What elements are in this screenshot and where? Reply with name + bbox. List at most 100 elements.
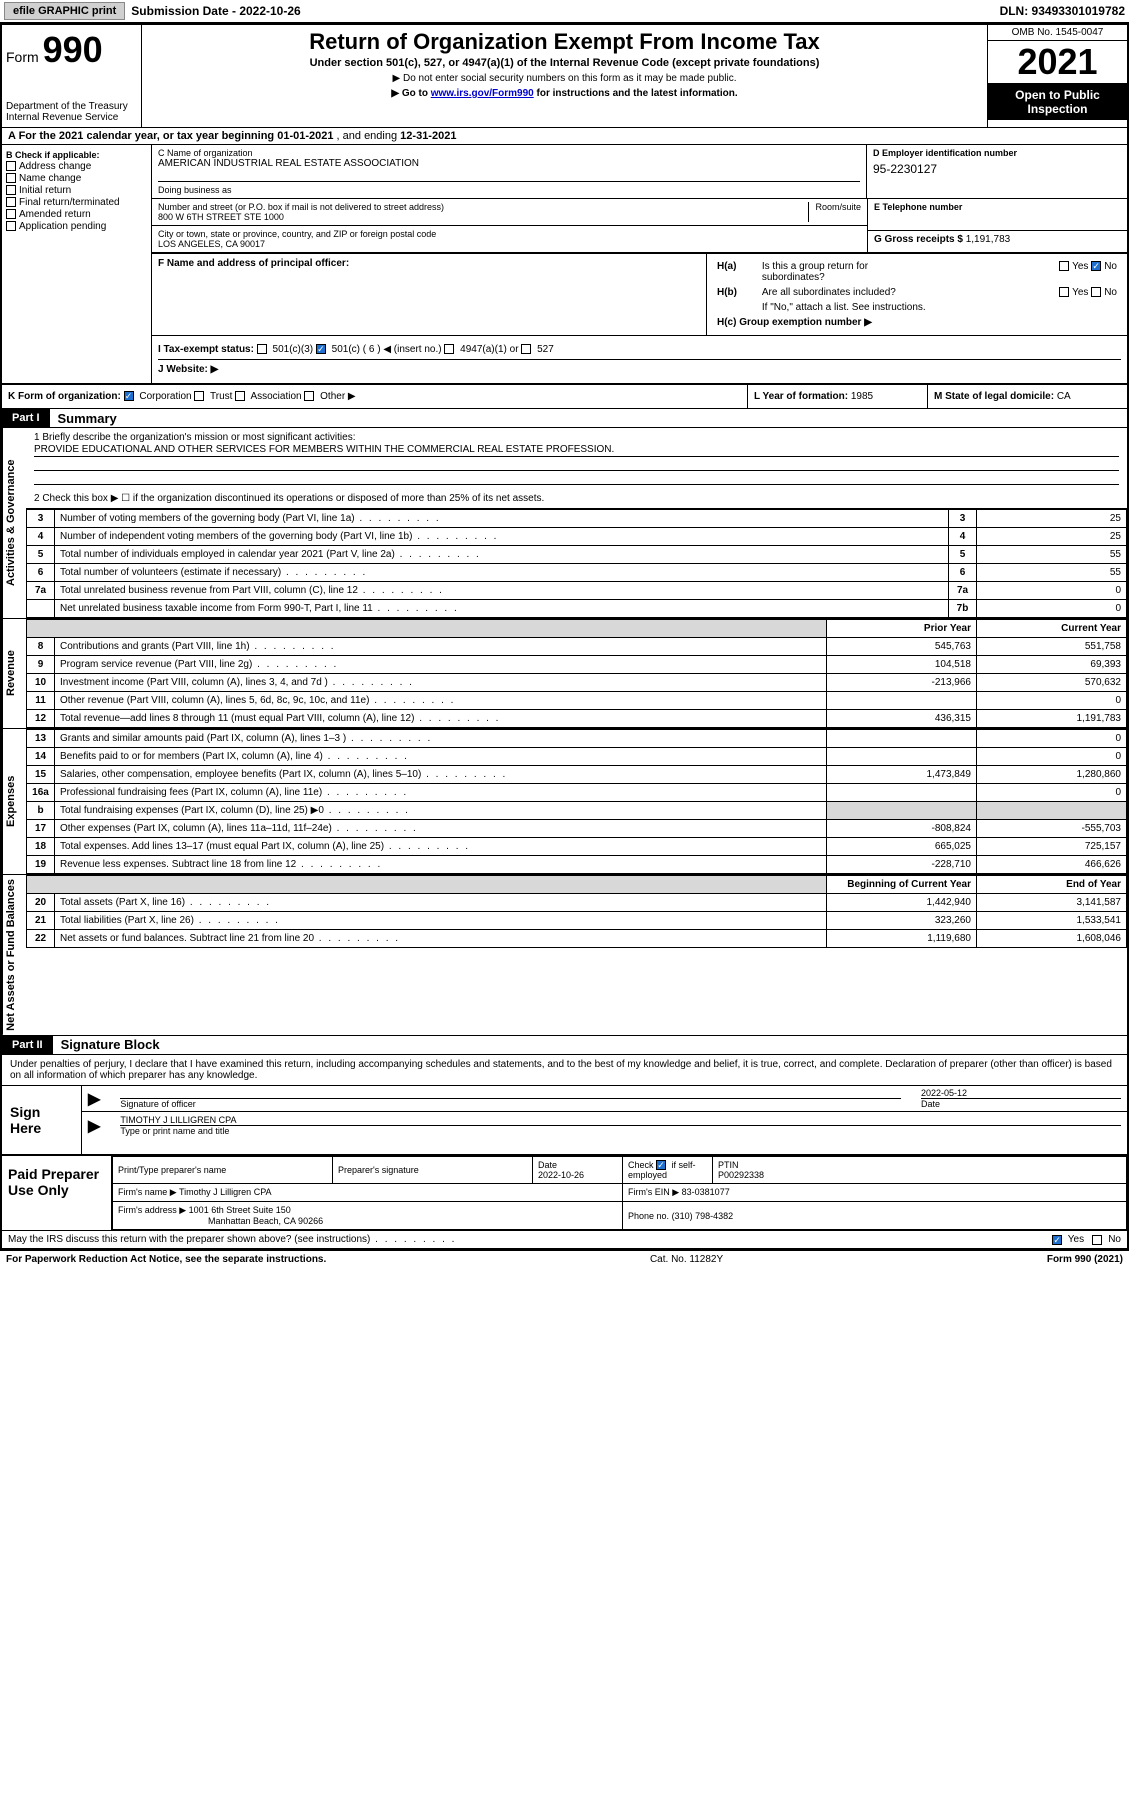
street-value: 800 W 6TH STREET STE 1000 (158, 212, 444, 222)
current-year-val (977, 802, 1127, 820)
dept-irs: Internal Revenue Service (6, 112, 137, 123)
part-2-title: Signature Block (53, 1037, 160, 1052)
line-val: 0 (977, 582, 1127, 600)
line-key: 6 (949, 564, 977, 582)
gross-receipts-label: G Gross receipts $ (874, 234, 963, 245)
sig-date-value: 2022-05-12 (921, 1088, 1121, 1098)
arrow-icon: ▶ (88, 1089, 100, 1109)
chk-name-change[interactable] (6, 173, 16, 183)
line-num: 4 (27, 528, 55, 546)
form-ref: Form 990 (2021) (1047, 1254, 1123, 1265)
irs-link[interactable]: www.irs.gov/Form990 (431, 88, 534, 99)
line-desc: Professional fundraising fees (Part IX, … (55, 784, 827, 802)
sign-here-block: Sign Here ▶ Signature of officer 2022-05… (2, 1086, 1127, 1156)
chk-association[interactable] (235, 391, 245, 401)
firm-ein-value: 83-0381077 (682, 1187, 730, 1197)
line-num (27, 600, 55, 618)
line-desc: Number of voting members of the governin… (55, 510, 949, 528)
opt-association: Association (250, 391, 301, 402)
phone-value: (310) 798-4382 (672, 1211, 734, 1221)
sig-name-label: Type or print name and title (120, 1125, 1121, 1136)
box-f-officer: F Name and address of principal officer: (152, 254, 707, 335)
line-desc: Revenue less expenses. Subtract line 18 … (55, 856, 827, 874)
table-row: 16aProfessional fundraising fees (Part I… (27, 784, 1127, 802)
chk-ha-yes[interactable] (1059, 261, 1069, 271)
table-row: 6Total number of volunteers (estimate if… (27, 564, 1127, 582)
chk-final-return[interactable] (6, 197, 16, 207)
chk-trust[interactable] (194, 391, 204, 401)
form-org-label: K Form of organization: (8, 391, 121, 402)
dba-label: Doing business as (158, 185, 232, 195)
table-row: 20Total assets (Part X, line 16)1,442,94… (27, 894, 1127, 912)
line-key: 3 (949, 510, 977, 528)
table-row: 8Contributions and grants (Part VIII, li… (27, 638, 1127, 656)
table-row: 18Total expenses. Add lines 13–17 (must … (27, 838, 1127, 856)
current-year-val: 0 (977, 784, 1127, 802)
firm-name-value: Timothy J Lilligren CPA (179, 1187, 272, 1197)
chk-amended-return[interactable] (6, 209, 16, 219)
hdr-current-year: Current Year (977, 620, 1127, 638)
current-year-val: 0 (977, 748, 1127, 766)
chk-501c[interactable] (316, 344, 326, 354)
section-b-through-g: B Check if applicable: Address change Na… (2, 145, 1127, 384)
chk-ha-no[interactable] (1091, 261, 1101, 271)
chk-discuss-no[interactable] (1092, 1235, 1102, 1245)
form-title: Return of Organization Exempt From Incom… (150, 29, 979, 55)
line-desc: Total assets (Part X, line 16) (55, 894, 827, 912)
line-desc: Contributions and grants (Part VIII, lin… (55, 638, 827, 656)
chk-address-change[interactable] (6, 161, 16, 171)
opt-trust: Trust (210, 391, 232, 402)
line-desc: Total revenue—add lines 8 through 11 (mu… (55, 710, 827, 728)
table-row: 9Program service revenue (Part VIII, lin… (27, 656, 1127, 674)
line-num: 5 (27, 546, 55, 564)
opt-527: 527 (537, 344, 554, 355)
table-row: 4Number of independent voting members of… (27, 528, 1127, 546)
discuss-label: May the IRS discuss this return with the… (8, 1234, 456, 1245)
address-block: Number and street (or P.O. box if mail i… (152, 199, 867, 252)
line-num: 11 (27, 692, 55, 710)
opt-501c3: 501(c)(3) (273, 344, 314, 355)
chk-4947[interactable] (444, 344, 454, 354)
current-year-val: 551,758 (977, 638, 1127, 656)
chk-initial-return[interactable] (6, 185, 16, 195)
sig-officer-label: Signature of officer (120, 1098, 901, 1109)
open-public-1: Open to Public (992, 88, 1123, 102)
prior-year-val: 545,763 (827, 638, 977, 656)
prior-year-val (827, 748, 977, 766)
chk-527[interactable] (521, 344, 531, 354)
prior-year-val: -228,710 (827, 856, 977, 874)
side-label-expenses: Expenses (2, 729, 26, 874)
top-bar: efile GRAPHIC print Submission Date - 20… (0, 0, 1129, 23)
chk-hb-no[interactable] (1091, 287, 1101, 297)
firm-addr-label: Firm's address ▶ (118, 1205, 186, 1215)
line-num: 15 (27, 766, 55, 784)
prior-year-val: 665,025 (827, 838, 977, 856)
hb-yes: Yes (1072, 287, 1088, 298)
row-a-end: 12-31-2021 (400, 130, 456, 142)
chk-app-pending[interactable] (6, 221, 16, 231)
chk-hb-yes[interactable] (1059, 287, 1069, 297)
line-num: 21 (27, 912, 55, 930)
box-c-label: C Name of organization (158, 148, 860, 158)
open-public-badge: Open to Public Inspection (988, 84, 1127, 120)
table-row: 22Net assets or fund balances. Subtract … (27, 930, 1127, 948)
table-row: 17Other expenses (Part IX, column (A), l… (27, 820, 1127, 838)
efile-print-button[interactable]: efile GRAPHIC print (4, 2, 125, 20)
col-cde: C Name of organization AMERICAN INDUSTRI… (152, 145, 1127, 383)
current-year-val: 1,533,541 (977, 912, 1127, 930)
cat-no: Cat. No. 11282Y (650, 1254, 723, 1265)
prep-sig-hdr: Preparer's signature (333, 1156, 533, 1184)
chk-self-employed[interactable] (656, 1160, 666, 1170)
room-label: Room/suite (808, 202, 861, 222)
current-year-val: -555,703 (977, 820, 1127, 838)
chk-501c3[interactable] (257, 344, 267, 354)
header-center: Return of Organization Exempt From Incom… (142, 25, 987, 127)
phone-label: Phone no. (628, 1211, 669, 1221)
chk-other[interactable] (304, 391, 314, 401)
line-key: 4 (949, 528, 977, 546)
chk-discuss-yes[interactable] (1052, 1235, 1062, 1245)
box-h-group: H(a) Is this a group return forsubordina… (707, 254, 1127, 335)
website-label: J Website: ▶ (158, 364, 218, 375)
domicile-label: M State of legal domicile: (934, 391, 1054, 402)
chk-corporation[interactable] (124, 391, 134, 401)
